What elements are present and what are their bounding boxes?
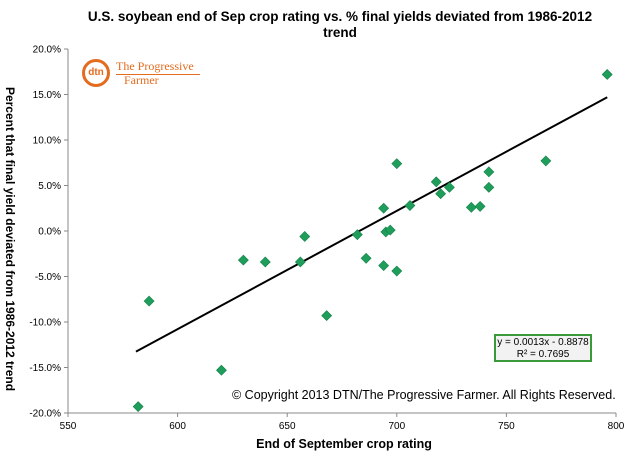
- trendline: [135, 96, 608, 353]
- data-point: [404, 200, 416, 211]
- y-tick-label: 20.0%: [33, 45, 61, 56]
- logo-line2: Farmer: [124, 73, 159, 87]
- trendline-equation-box: y = 0.0013x - 0.8878 R² = 0.7695: [494, 334, 592, 362]
- data-point: [601, 69, 613, 80]
- data-point: [465, 201, 477, 213]
- x-tick-label: 600: [169, 421, 186, 432]
- data-point: [435, 188, 447, 200]
- logo-line1: The Progressive: [116, 59, 194, 73]
- x-tick-label: 800: [608, 421, 625, 432]
- chart-tick-labels: -20.0% -15.0% -10.0% -5.0% 0.0% 5.0% 10.0% 15.0…: [29, 45, 624, 433]
- data-point: [216, 364, 227, 376]
- data-point: [483, 181, 495, 193]
- data-point: [430, 176, 442, 188]
- y-tick-label: -15.0%: [29, 363, 61, 374]
- data-point: [384, 224, 396, 236]
- data-point: [474, 201, 486, 212]
- dtn-progressive-farmer-logo: dtn The Progressive Farmer: [80, 57, 204, 91]
- data-point: [360, 252, 372, 264]
- data-point: [143, 295, 155, 307]
- y-tick-label: 10.0%: [33, 136, 61, 147]
- copyright-notice: © Copyright 2013 DTN/The Progressive Far…: [232, 388, 616, 402]
- y-tick-label: -5.0%: [35, 272, 61, 283]
- y-tick-label: 15.0%: [33, 90, 61, 101]
- chart-title-line1: U.S. soybean end of Sep crop rating vs. …: [87, 9, 593, 24]
- data-point: [378, 202, 390, 214]
- trendline-equation: y = 0.0013x - 0.8878: [497, 337, 589, 348]
- chart-title-line2: trend: [323, 25, 357, 40]
- data-point: [132, 401, 144, 413]
- data-point: [540, 155, 552, 167]
- x-tick-label: 550: [60, 421, 77, 432]
- y-tick-label: -10.0%: [29, 318, 61, 329]
- data-points: [132, 69, 613, 413]
- data-point: [351, 229, 363, 241]
- data-point: [391, 158, 403, 170]
- data-point: [237, 254, 249, 266]
- x-tick-label: 650: [279, 421, 296, 432]
- y-tick-label: 0.0%: [38, 227, 61, 238]
- x-tick-label: 700: [388, 421, 405, 432]
- chart-axes: [64, 48, 617, 417]
- data-point: [378, 260, 390, 272]
- y-axis-label: Percent that final yield deviated from 1…: [3, 86, 17, 392]
- data-point: [294, 256, 306, 268]
- x-axis-label: End of September crop rating: [256, 437, 432, 451]
- data-point: [259, 256, 271, 268]
- data-point: [299, 231, 311, 242]
- data-point: [483, 166, 495, 178]
- data-point: [443, 181, 455, 193]
- y-tick-label: 5.0%: [38, 181, 61, 192]
- data-point: [321, 310, 333, 322]
- logo-divider: [116, 74, 200, 75]
- r-squared: R² = 0.7695: [516, 349, 570, 360]
- data-point: [391, 265, 403, 277]
- y-tick-label: -20.0%: [29, 409, 61, 420]
- dtn-logo-icon: dtn: [82, 59, 110, 87]
- x-tick-label: 750: [498, 421, 515, 432]
